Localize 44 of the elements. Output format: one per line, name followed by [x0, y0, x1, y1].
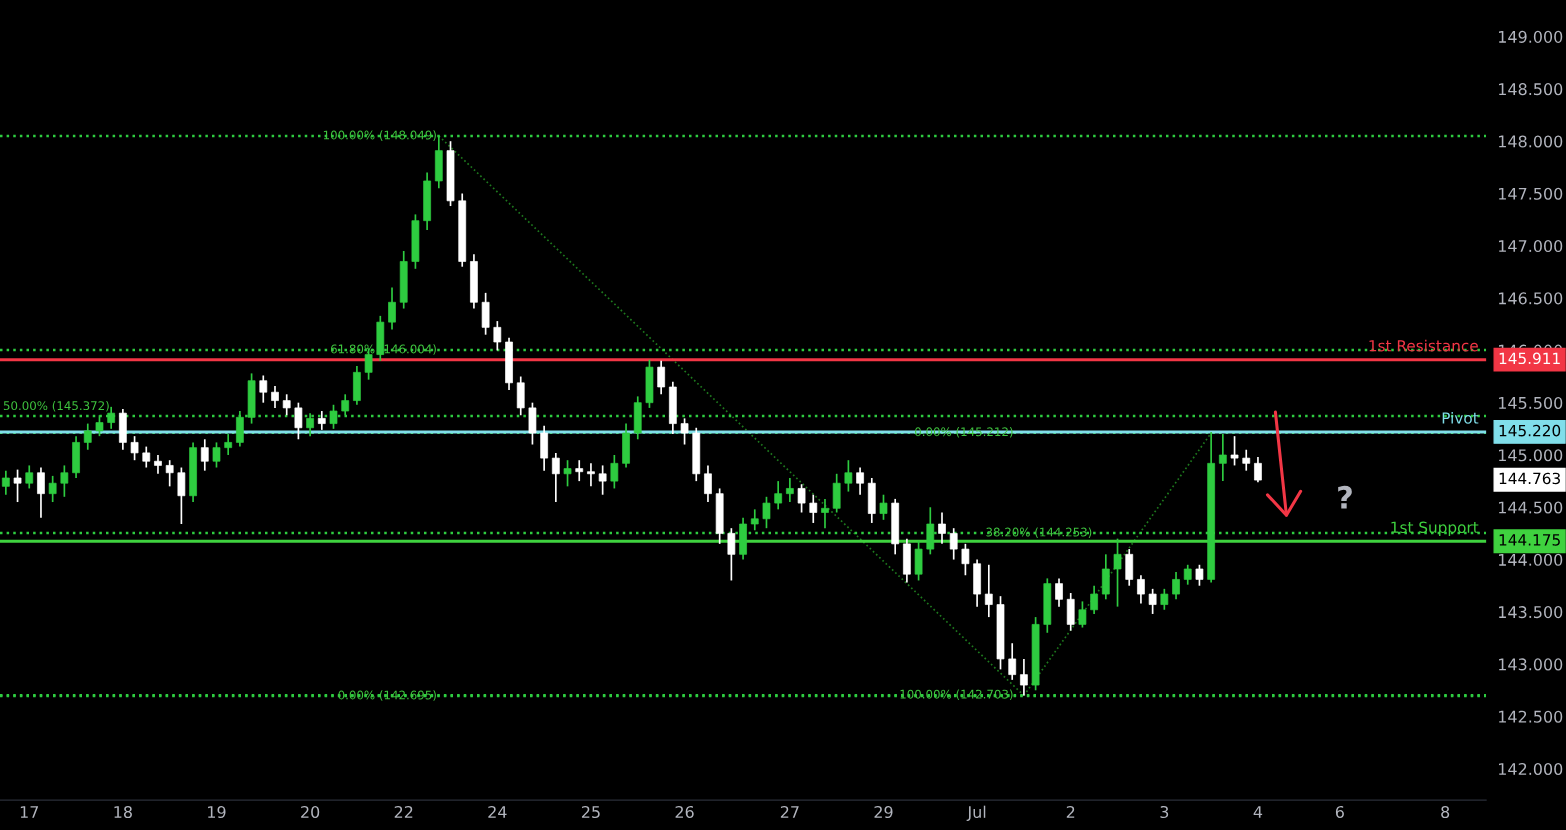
x-tick-label: 25	[581, 805, 600, 819]
x-tick-label: 20	[301, 805, 320, 819]
text: 145.220	[1499, 424, 1561, 437]
ref-line-label: 38.20% (144.253)	[986, 527, 1092, 538]
x-tick-label: 3	[1160, 805, 1169, 819]
x-tick-label: 19	[208, 805, 226, 819]
ref-line-label: 1st Resistance	[1369, 339, 1478, 352]
x-tick-label: 29	[874, 805, 893, 819]
y-tick-label: 143.500	[1499, 606, 1563, 619]
y-tick-label: 142.000	[1499, 762, 1563, 776]
x-tick-label: 6	[1335, 805, 1344, 819]
y-tick-label: 144.000	[1499, 553, 1563, 566]
x-tick-label: 22	[394, 805, 413, 818]
ref-line-label: 100.00% (148.049)	[323, 130, 436, 141]
x-tick-label: 17	[20, 806, 39, 818]
text: 144.763	[1499, 472, 1560, 485]
x-tick-label: 2	[1066, 805, 1075, 818]
y-tick-label: 149.000	[1499, 30, 1563, 43]
ref-line-label: 1st Support	[1391, 521, 1479, 537]
y-tick-label: 148.500	[1499, 83, 1563, 96]
ref-line-label: 0.00% (142.695)	[338, 690, 436, 701]
ref-line-label: 0.00% (145.212)	[915, 427, 1013, 438]
y-tick-label: 147.000	[1499, 240, 1563, 253]
x-tick-label: 27	[780, 805, 799, 818]
y-tick-label: 145.000	[1499, 449, 1563, 462]
x-tick-label: 24	[488, 805, 507, 818]
ref-line-label: Pivot	[1442, 411, 1479, 424]
y-tick-label: 142.500	[1499, 710, 1563, 723]
y-tick-label: 146.500	[1499, 292, 1563, 305]
y-tick-label: 145.500	[1499, 396, 1563, 409]
x-tick-label: 26	[675, 805, 694, 819]
x-tick-label: 18	[114, 805, 132, 819]
ref-line-label: 50.00% (145.372)	[3, 400, 109, 412]
x-tick-label: 4	[1253, 806, 1263, 818]
x-tick-label: 8	[1441, 805, 1450, 819]
x-tick-label: Jul	[966, 805, 986, 822]
ref-line-label: 100.00% (142.703)	[900, 689, 1013, 701]
text: 144.175	[1499, 534, 1560, 546]
y-tick-label: 147.500	[1499, 187, 1563, 200]
text: 145.911	[1499, 352, 1560, 365]
y-tick-label: 144.500	[1499, 501, 1563, 514]
y-tick-label: 143.000	[1499, 658, 1563, 671]
y-tick-label: 148.000	[1499, 135, 1563, 148]
annotation: ?	[1338, 485, 1352, 509]
